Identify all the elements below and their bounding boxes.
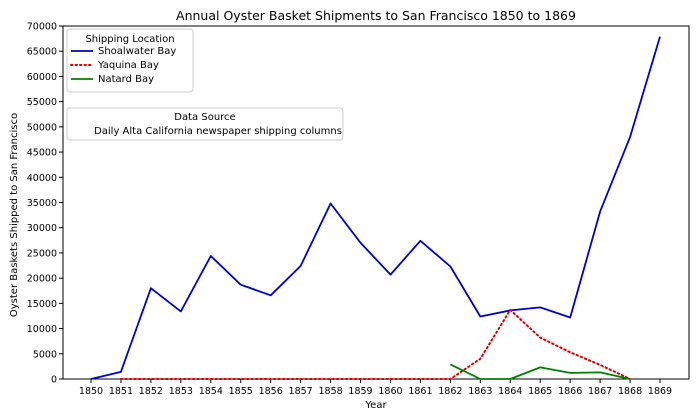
y-tick-label: 50000 [27,122,57,133]
x-tick-label: 1852 [139,386,163,397]
y-tick-label: 10000 [27,324,57,335]
legend: Shipping Location Shoalwater Bay Yaquina … [66,28,194,93]
y-tick-label: 60000 [27,72,57,83]
x-tick-label: 1860 [378,386,402,397]
x-tick-label: 1858 [318,386,342,397]
data-source-text: Daily Alta California newspaper shipping… [94,126,342,137]
y-tick-label: 55000 [27,97,57,108]
y-tick-label: 5000 [33,349,57,360]
legend-label: Yaquina Bay [97,60,159,71]
series-line-natard-bay [450,363,631,380]
x-tick-label: 1853 [169,386,193,397]
x-tick-label: 1865 [528,386,552,397]
x-tick-label: 1856 [259,386,283,397]
chart-title: Annual Oyster Basket Shipments to San Fr… [176,8,576,23]
legend-frame [66,28,194,93]
x-tick-label: 1869 [648,386,672,397]
series-line-shoalwater-bay [90,36,661,380]
x-axis-ticks: 1850 1851 1852 1853 1854 1855 1856 1857 1858 1859… [79,379,672,397]
y-tick-label: 30000 [27,223,57,234]
legend-items: Shoalwater Bay Yaquina Bay Natard Bay [70,46,176,85]
series-lines [90,36,661,380]
legend-title: Shipping Location [85,34,174,45]
y-tick-label: 0 [51,375,57,386]
x-tick-label: 1857 [289,386,313,397]
y-tick-label: 45000 [27,148,57,159]
y-tick-label: 35000 [27,198,57,209]
data-source-title: Data Source [174,112,235,123]
x-tick-label: 1863 [468,386,492,397]
x-tick-label: 1862 [438,386,462,397]
x-tick-label: 1866 [558,386,582,397]
x-tick-label: 1868 [618,386,642,397]
data-source-box: Data Source Daily Alta California newspa… [66,107,344,141]
x-tick-label: 1861 [408,386,432,397]
x-tick-label: 1850 [79,386,103,397]
x-axis-label: Year [364,400,387,411]
x-tick-label: 1859 [348,386,372,397]
y-axis-ticks: 0 5000 10000 15000 20000 25000 30000 35000 40000… [27,22,63,386]
x-tick-label: 1864 [498,386,522,397]
y-tick-label: 25000 [27,248,57,259]
series-line-yaquina-bay [119,308,632,380]
y-tick-label: 65000 [27,47,57,58]
data-source-frame [66,107,344,141]
legend-label: Shoalwater Bay [98,46,176,57]
y-tick-label: 15000 [27,299,57,310]
legend-label: Natard Bay [98,74,154,85]
x-tick-label: 1851 [109,386,133,397]
y-tick-label: 40000 [27,173,57,184]
y-tick-label: 20000 [27,274,57,285]
x-tick-label: 1854 [199,386,223,397]
y-tick-label: 70000 [27,22,57,33]
x-tick-label: 1855 [229,386,253,397]
x-tick-label: 1867 [588,386,612,397]
y-axis-label: Oyster Baskets Shipped to San Francisco [9,113,20,317]
